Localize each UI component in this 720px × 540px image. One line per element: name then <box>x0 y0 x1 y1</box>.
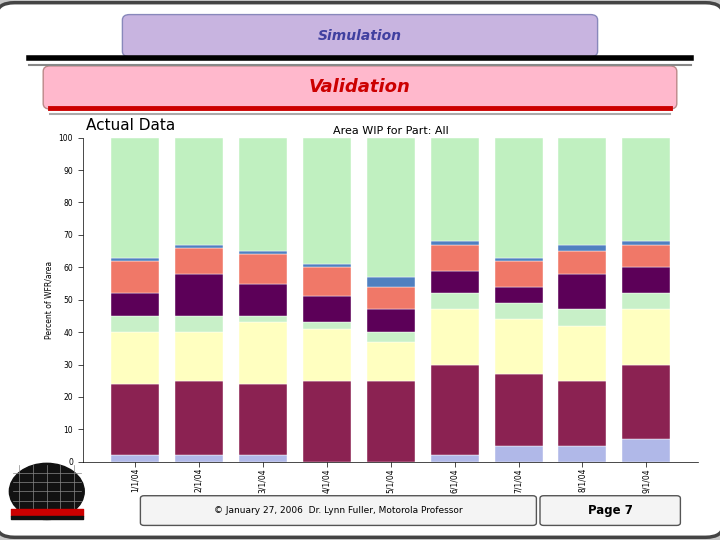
Bar <box>431 241 479 245</box>
Bar <box>431 245 479 271</box>
Bar <box>495 138 542 258</box>
Bar <box>623 267 670 293</box>
FancyBboxPatch shape <box>140 496 536 525</box>
Bar <box>175 248 222 274</box>
Bar <box>175 332 222 381</box>
Bar <box>239 138 287 251</box>
Bar <box>302 296 351 322</box>
Bar <box>111 258 158 261</box>
Bar <box>111 293 158 316</box>
Bar <box>302 322 351 329</box>
Bar <box>623 241 670 245</box>
Bar <box>559 381 606 446</box>
Bar <box>302 329 351 381</box>
Bar <box>366 309 415 332</box>
Bar <box>495 261 542 287</box>
Bar <box>559 245 606 251</box>
Bar <box>559 251 606 274</box>
Bar <box>366 287 415 309</box>
Bar <box>302 264 351 267</box>
Bar <box>623 309 670 364</box>
Bar <box>623 245 670 267</box>
FancyBboxPatch shape <box>122 15 598 57</box>
Bar <box>175 381 222 455</box>
Bar <box>366 381 415 462</box>
Bar <box>111 316 158 332</box>
Bar <box>175 316 222 332</box>
Text: Validation: Validation <box>309 78 411 97</box>
Bar <box>495 258 542 261</box>
Bar <box>239 384 287 455</box>
Bar <box>302 267 351 296</box>
Bar <box>366 277 415 287</box>
Bar <box>175 455 222 462</box>
Bar <box>559 446 606 462</box>
Bar <box>239 316 287 322</box>
Bar <box>559 326 606 381</box>
Bar <box>366 332 415 342</box>
Text: © January 27, 2006  Dr. Lynn Fuller, Motorola Professor: © January 27, 2006 Dr. Lynn Fuller, Moto… <box>214 506 463 515</box>
FancyBboxPatch shape <box>540 496 680 525</box>
Bar <box>302 381 351 462</box>
Bar <box>431 309 479 364</box>
Bar <box>623 364 670 439</box>
Bar <box>623 138 670 241</box>
Bar <box>495 374 542 446</box>
Bar <box>239 284 287 316</box>
Title: Area WIP for Part: All: Area WIP for Part: All <box>333 125 449 136</box>
Bar <box>366 342 415 381</box>
Bar <box>495 319 542 374</box>
Bar <box>175 245 222 248</box>
Bar <box>559 309 606 326</box>
Text: Page 7: Page 7 <box>588 504 633 517</box>
Bar <box>111 138 158 258</box>
Bar <box>111 261 158 293</box>
Bar <box>111 455 158 462</box>
Bar <box>431 455 479 462</box>
Bar <box>431 293 479 309</box>
Bar <box>111 384 158 455</box>
Text: Simulation: Simulation <box>318 29 402 43</box>
FancyBboxPatch shape <box>0 3 720 537</box>
Bar <box>111 332 158 384</box>
Text: Actual Data: Actual Data <box>86 118 176 133</box>
Bar <box>623 439 670 462</box>
Bar <box>175 138 222 245</box>
Bar <box>239 455 287 462</box>
Bar <box>239 254 287 284</box>
Bar <box>366 138 415 277</box>
Bar <box>495 287 542 303</box>
Bar <box>239 251 287 254</box>
Bar <box>495 303 542 319</box>
Bar <box>623 293 670 309</box>
Bar <box>495 446 542 462</box>
Bar <box>431 364 479 455</box>
Bar <box>302 138 351 264</box>
Circle shape <box>9 463 84 519</box>
Bar <box>239 322 287 384</box>
Bar <box>559 274 606 309</box>
Bar <box>431 138 479 241</box>
Y-axis label: Percent of WFR/area: Percent of WFR/area <box>44 261 53 339</box>
Bar <box>431 271 479 293</box>
Bar <box>559 138 606 245</box>
Bar <box>175 274 222 316</box>
FancyBboxPatch shape <box>43 66 677 109</box>
